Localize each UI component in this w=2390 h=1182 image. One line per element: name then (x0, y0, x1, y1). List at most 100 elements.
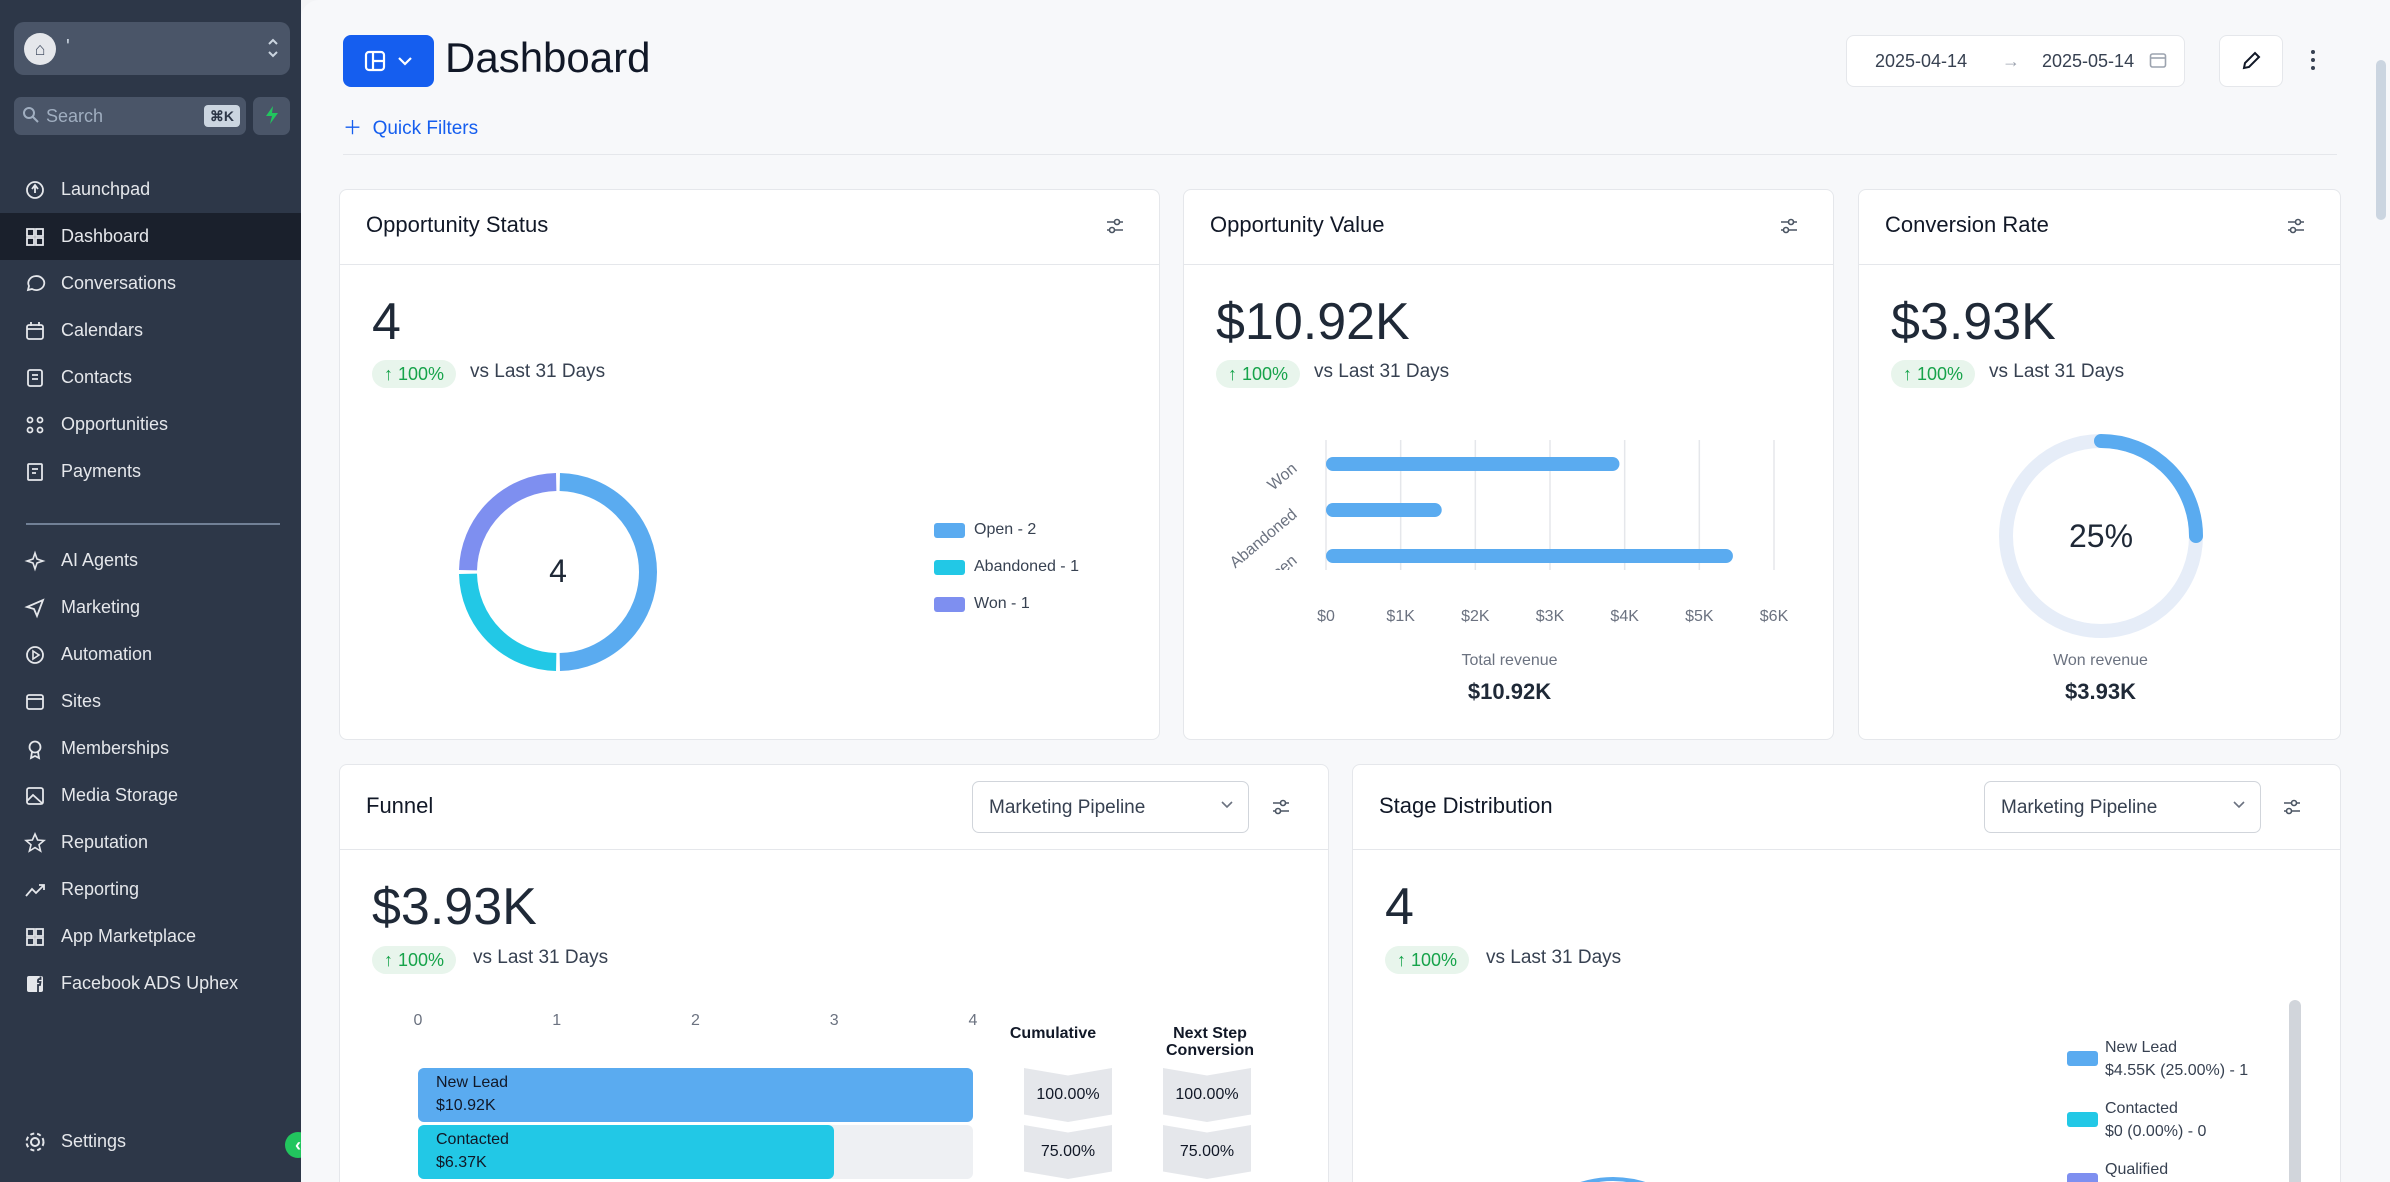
sidebar-item-payments[interactable]: Payments (0, 448, 301, 495)
x-tick-label: $5K (1685, 608, 1714, 625)
filter-settings-icon[interactable] (1271, 797, 1291, 817)
donut-slice-open[interactable] (559, 473, 657, 671)
sidebar-item-launchpad[interactable]: Launchpad (0, 166, 301, 213)
funnel-bar-new-lead[interactable]: New Lead $10.92K (418, 1068, 973, 1122)
chart-caption: Total revenue (1461, 652, 1558, 669)
card-header: Opportunity Status (340, 190, 1159, 265)
sidebar-item-contacts[interactable]: Contacts (0, 354, 301, 401)
sidebar-item-media-storage[interactable]: Media Storage (0, 772, 301, 819)
layout-icon (364, 50, 386, 72)
quick-action-button[interactable] (253, 97, 290, 135)
donut-slice-abandoned[interactable] (459, 573, 557, 671)
quick-filters-label: Quick Filters (372, 118, 479, 139)
sidebar-item-reputation[interactable]: Reputation (0, 819, 301, 866)
opportunities-icon (26, 416, 44, 434)
bar-open[interactable] (1326, 549, 1733, 563)
sidebar-item-marketing[interactable]: Marketing (0, 584, 301, 631)
sparkle-icon (24, 550, 46, 572)
legend-stage-detail: $0 (0.00%) - 0 (2105, 1123, 2207, 1140)
sidebar-item-label: Sites (61, 691, 102, 711)
column-header-cumulative: Cumulative (1009, 1025, 1097, 1042)
sidebar-item-app-marketplace[interactable]: App Marketplace (0, 913, 301, 960)
star-icon (24, 832, 46, 853)
calendar-icon (2149, 53, 2167, 68)
column-header-next-step: Next Step Conversion (1165, 1025, 1254, 1059)
sidebar-item-facebook-ads-uphex[interactable]: Facebook ADS Uphex (0, 960, 301, 1007)
sidebar-item-label: Dashboard (61, 226, 150, 246)
launchpad-icon (26, 181, 44, 199)
trend-icon (25, 884, 45, 897)
pipeline-dropdown[interactable]: Marketing Pipeline (972, 781, 1249, 833)
category-label: Open (1260, 552, 1301, 570)
sidebar-item-label: Opportunities (61, 414, 169, 434)
sidebar-item-conversations[interactable]: Conversations (0, 260, 301, 307)
account-switcher[interactable]: ⌂ ' (14, 22, 290, 75)
chevron-down-icon (2233, 801, 2245, 809)
metric-value: $3.93K (1891, 293, 2056, 351)
card-title: Opportunity Status (366, 212, 549, 237)
contacts-icon (27, 369, 43, 387)
sidebar-item-opportunities[interactable]: Opportunities (0, 401, 301, 448)
header-divider (343, 154, 2337, 155)
funnel-bar-contacted[interactable]: Contacted $6.37K (418, 1125, 835, 1179)
gauge-fill (1999, 434, 2203, 638)
legend-label: Abandoned - 1 (974, 558, 1079, 575)
lightning-icon (265, 106, 278, 124)
sidebar-item-dashboard[interactable]: Dashboard (0, 213, 301, 260)
metric-value: 4 (372, 293, 401, 351)
dashboard-icon (26, 228, 44, 246)
sidebar-item-automation[interactable]: Automation (0, 631, 301, 678)
sidebar-item-calendars[interactable]: Calendars (0, 307, 301, 354)
legend-label: Won - 1 (974, 595, 1030, 612)
sidebar-item-label: Facebook ADS Uphex (61, 973, 239, 993)
sidebar-divider (26, 523, 280, 525)
pipeline-dropdown[interactable]: Marketing Pipeline (1984, 781, 2261, 833)
bar-abandoned[interactable] (1326, 503, 1442, 517)
chat-icon (26, 275, 46, 292)
search-box[interactable]: Search ⌘K (14, 97, 246, 135)
sidebar-item-reporting[interactable]: Reporting (0, 866, 301, 913)
legend-stage-name: Qualified (2105, 1161, 2169, 1178)
legend-scrollbar[interactable] (2289, 1000, 2301, 1182)
edit-dashboard-button[interactable] (2219, 35, 2283, 87)
more-options-icon[interactable] (2306, 40, 2320, 80)
sidebar-item-label: Calendars (61, 320, 144, 340)
settings-icon (25, 1132, 45, 1152)
legend-swatch (2067, 1051, 2098, 1066)
sidebar-item-label: Media Storage (61, 785, 179, 805)
sidebar-item-ai-agents[interactable]: AI Agents (0, 537, 301, 584)
change-value: 100% (398, 950, 445, 970)
quick-filters-button[interactable]: ＋ Quick Filters (343, 118, 479, 139)
change-badge: ↑ 100% (1216, 360, 1301, 388)
stage-name: New Lead (436, 1074, 509, 1091)
stage-value: $6.37K (436, 1154, 487, 1171)
sidebar-item-label: Contacts (61, 367, 133, 387)
filter-settings-icon[interactable] (1105, 216, 1125, 236)
search-shortcut: ⌘K (203, 105, 240, 127)
sidebar-item-label: Memberships (61, 738, 170, 758)
sidebar-item-sites[interactable]: Sites (0, 678, 301, 725)
filter-settings-icon[interactable] (2286, 216, 2306, 236)
filter-settings-icon[interactable] (2282, 797, 2302, 817)
page-scrollbar[interactable] (2376, 60, 2386, 220)
sidebar-item-memberships[interactable]: Memberships (0, 725, 301, 772)
sidebar-item-label: Settings (61, 1131, 127, 1151)
card-title: Stage Distribution (1379, 793, 1553, 818)
dashboard-switcher-button[interactable] (343, 35, 434, 87)
date-start[interactable]: 2025-04-14 (1875, 51, 1968, 71)
donut-slice-won[interactable] (459, 473, 557, 571)
chevron-down-icon (398, 57, 412, 66)
card-header: Opportunity Value (1184, 190, 1833, 265)
filter-settings-icon[interactable] (1779, 216, 1799, 236)
legend-swatch (2067, 1173, 2098, 1182)
change-value: 100% (1242, 364, 1289, 384)
date-range-picker[interactable]: 2025-04-14 → 2025-05-14 (1846, 35, 2185, 87)
bar-won[interactable] (1326, 457, 1620, 471)
date-end[interactable]: 2025-05-14 (2042, 51, 2135, 71)
card-title: Conversion Rate (1885, 212, 2049, 237)
comparison-text: vs Last 31 Days (470, 361, 606, 382)
sidebar-item-settings[interactable]: Settings (0, 1118, 301, 1165)
chevron-down-icon (1221, 801, 1233, 809)
sidebar-item-label: Reporting (61, 879, 140, 899)
card-title: Funnel (366, 793, 434, 818)
